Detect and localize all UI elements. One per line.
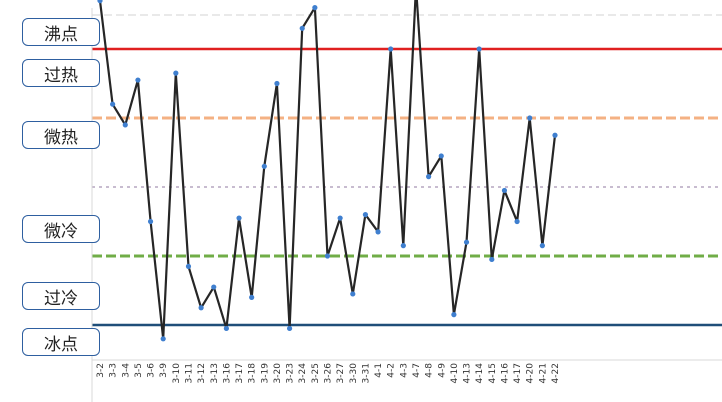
data-point-3-24 — [299, 25, 305, 31]
series-line-group — [98, 0, 557, 340]
data-point-4-22 — [552, 132, 558, 138]
x-tick-label: 4-9 — [437, 363, 447, 378]
data-point-3-11 — [185, 263, 192, 269]
x-tick-label: 3-31 — [361, 363, 371, 383]
x-tick-label: 3-19 — [260, 363, 270, 384]
zone-label-freezing: 冰点 — [22, 328, 100, 356]
data-point-3-12 — [198, 305, 204, 311]
x-tick-label: 3-30 — [349, 363, 359, 384]
reference-lines — [92, 47, 722, 327]
data-points — [97, 0, 558, 342]
x-tick-label: 3-24 — [298, 363, 308, 384]
x-tick-label: 4-22 — [551, 363, 561, 383]
x-tick-label: 4-8 — [425, 363, 435, 378]
data-point-4-10 — [451, 312, 457, 318]
x-tick-label: 4-2 — [387, 363, 397, 378]
data-point-4-20 — [527, 115, 533, 121]
data-point-3-3 — [110, 101, 116, 107]
x-tick-label: 4-15 — [488, 363, 498, 383]
data-point-4-3 — [400, 243, 406, 249]
x-tick-label: 3-17 — [235, 363, 245, 383]
x-tick-label: 3-27 — [336, 363, 346, 383]
x-tick-label: 4-13 — [463, 363, 473, 383]
data-point-3-20 — [274, 80, 280, 87]
data-point-4-15 — [489, 256, 495, 263]
zone-label-warm: 微热 — [22, 121, 100, 149]
data-point-3-25 — [312, 5, 318, 11]
data-point-4-8 — [426, 174, 432, 180]
data-point-4-16 — [501, 187, 508, 194]
x-tick-labels: 3-2 3-3 3-4 3-5 3-6 3-9 3-10 3-11 3-12 3-13 3-16 3-… — [96, 363, 561, 384]
x-tick-label: 3-4 — [121, 363, 131, 378]
data-point-4-14 — [476, 46, 482, 52]
data-point-3-30 — [350, 291, 356, 297]
data-point-3-17 — [236, 215, 242, 221]
x-tick-label: 4-14 — [475, 363, 485, 384]
x-tick-label: 4-21 — [538, 363, 548, 383]
x-tick-label: 3-12 — [197, 363, 207, 383]
x-tick-label: 3-6 — [147, 363, 157, 378]
data-point-4-9 — [438, 153, 444, 159]
series-line — [98, 0, 557, 340]
chart-axes — [91, 8, 722, 402]
data-point-3-10 — [173, 70, 179, 76]
x-tick-label: 4-1 — [374, 363, 384, 378]
data-point-3-13 — [211, 284, 217, 290]
data-point-3-18 — [249, 294, 255, 300]
x-tick-label: 3-3 — [109, 363, 119, 378]
x-tick-label: 3-26 — [324, 363, 334, 384]
x-tick-label: 3-20 — [273, 363, 283, 384]
data-point-3-26 — [324, 253, 331, 259]
data-point-3-16 — [223, 325, 229, 332]
data-point-3-23 — [286, 325, 293, 332]
x-tick-label: 3-13 — [210, 363, 220, 383]
data-point-3-2 — [97, 0, 103, 4]
data-point-4-1 — [375, 229, 381, 235]
data-point-4-17 — [514, 218, 520, 225]
x-tick-label: 4-17 — [513, 363, 523, 383]
data-point-4-21 — [539, 243, 545, 249]
x-tick-label: 4-16 — [500, 363, 510, 384]
data-point-4-2 — [388, 46, 394, 52]
x-tick-label: 4-3 — [399, 363, 409, 378]
data-point-3-6 — [147, 218, 154, 225]
x-tick-label: 3-16 — [222, 363, 232, 384]
x-tick-label: 3-10 — [172, 363, 182, 384]
x-tick-label: 4-10 — [450, 363, 460, 384]
zone-label-overcool: 过冷 — [22, 282, 100, 310]
zone-label-overheat: 过热 — [22, 59, 100, 87]
data-point-3-31 — [362, 212, 369, 218]
data-point-3-19 — [261, 163, 267, 169]
x-tick-label: 3-9 — [159, 363, 169, 378]
x-tick-label: 3-18 — [248, 363, 258, 384]
data-point-4-13 — [463, 239, 470, 245]
data-point-3-9 — [160, 336, 166, 342]
data-point-3-27 — [337, 215, 343, 221]
x-tick-label: 4-7 — [412, 363, 422, 378]
data-point-3-5 — [135, 77, 141, 83]
zone-label-boiling: 沸点 — [22, 18, 100, 46]
x-tick-label: 3-11 — [184, 363, 194, 383]
x-tick-label: 3-2 — [96, 363, 106, 378]
data-point-3-4 — [122, 122, 128, 128]
x-tick-label: 3-23 — [286, 363, 296, 383]
x-tick-label: 3-5 — [134, 363, 144, 378]
x-tick-label: 3-25 — [311, 363, 321, 383]
zone-label-cool: 微冷 — [22, 215, 100, 243]
x-tick-label: 4-20 — [526, 363, 536, 384]
